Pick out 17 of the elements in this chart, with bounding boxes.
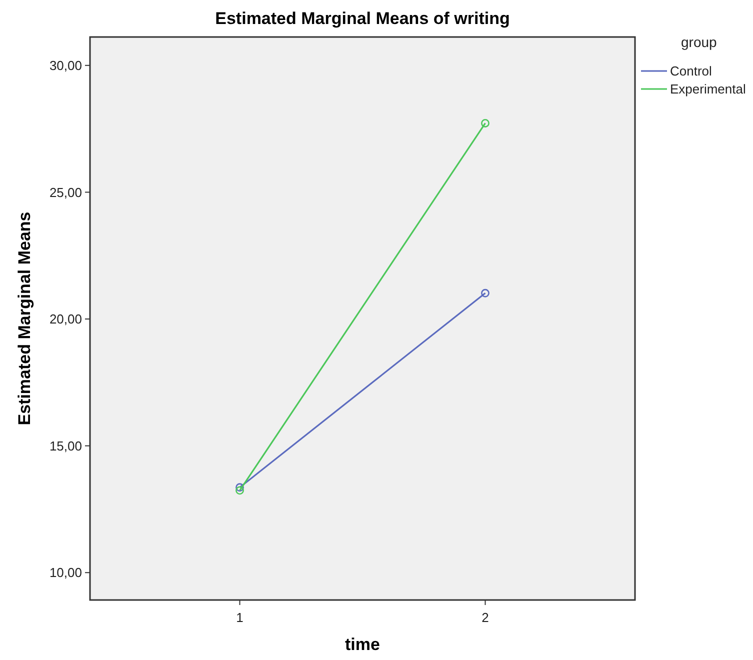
point: [481, 288, 490, 298]
y-tick-label: 25,00: [49, 184, 82, 200]
x-axis-title: time: [345, 635, 380, 654]
y-tick-label: 20,00: [49, 312, 82, 327]
legend-label: Experimental: [670, 82, 746, 97]
y-tick-label: 30,00: [49, 58, 82, 73]
x-tick-label: 1: [236, 610, 244, 625]
y-tick-label: 15,00: [49, 438, 82, 454]
legend-label: Control: [670, 64, 712, 79]
legend-title: group: [681, 34, 718, 50]
point: [236, 483, 244, 492]
point: [481, 119, 490, 128]
y-tick-label: 10,00: [49, 565, 82, 580]
chart-title: Estimated Marginal Means of writing: [215, 9, 510, 28]
y-axis-title: Estimated Marginal Means: [15, 212, 34, 426]
x-tick-label: 2: [482, 610, 489, 625]
point: [236, 486, 244, 495]
